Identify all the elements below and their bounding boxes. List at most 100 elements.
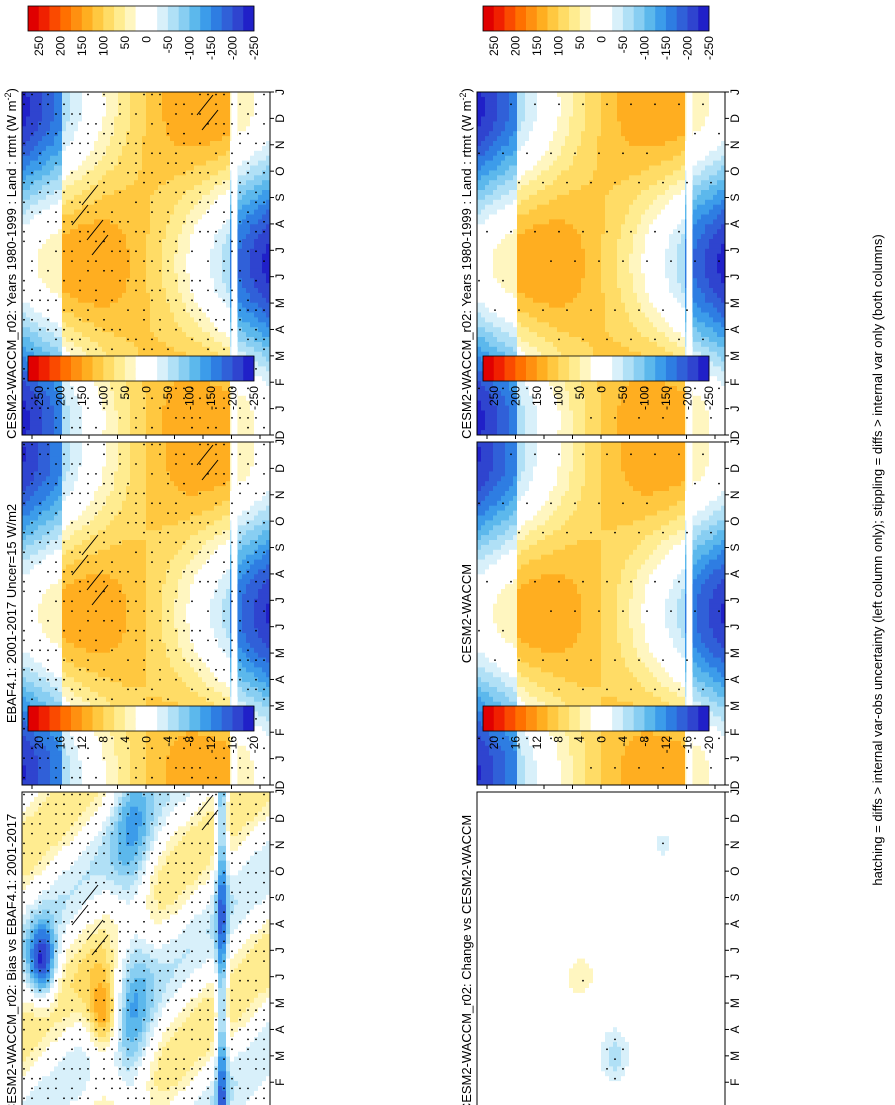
heat-cell: [90, 92, 95, 98]
heat-cell: [146, 219, 151, 225]
heat-cell: [62, 341, 67, 348]
heat-cell: [90, 101, 95, 108]
heat-cell: [250, 400, 255, 406]
heat-cell: [194, 214, 199, 220]
stipple-dot: [55, 426, 57, 429]
heat-cell: [82, 111, 87, 117]
heat-cell: [266, 307, 271, 313]
heat-cell: [26, 682, 31, 688]
heat-cell: [194, 288, 199, 294]
heat-cell: [26, 204, 31, 210]
heat-cell: [170, 400, 175, 406]
stipple-dot: [87, 309, 89, 311]
heat-cell: [174, 263, 179, 269]
heat-cell: [150, 332, 155, 338]
heat-cell: [266, 327, 271, 333]
heat-cell: [22, 204, 27, 210]
heat-cell: [62, 150, 67, 157]
heat-cell: [242, 209, 247, 215]
heat-cell: [138, 145, 143, 152]
heat-cell: [74, 204, 79, 210]
stipple-dot: [71, 338, 73, 341]
heat-cell: [142, 160, 147, 166]
heat-cell: [178, 307, 183, 313]
heat-cell: [194, 273, 199, 279]
heat-cell: [190, 395, 195, 402]
heat-cell: [90, 204, 95, 210]
heat-cell: [126, 263, 131, 269]
heat-cell: [102, 253, 107, 259]
heat-cell: [78, 322, 83, 328]
heat-cell: [170, 415, 175, 421]
heat-cell: [66, 155, 71, 161]
heat-cell: [138, 273, 143, 279]
heat-cell: [246, 263, 251, 269]
heat-cell: [186, 150, 191, 157]
stipple-dot: [263, 338, 265, 341]
heat-cell: [114, 106, 119, 112]
heat-cell: [170, 101, 175, 108]
heat-cell: [190, 253, 195, 259]
heat-cell: [186, 229, 191, 235]
stipple-dot: [239, 309, 241, 311]
heat-cell: [78, 248, 83, 255]
heat-cell: [62, 390, 67, 397]
heat-cell: [266, 273, 271, 279]
heat-cell: [198, 351, 203, 357]
heat-cell: [246, 145, 251, 152]
stipple-dot: [143, 230, 145, 233]
heat-cell: [126, 229, 131, 235]
stipple-dot: [199, 309, 201, 311]
heat-cell: [262, 332, 267, 338]
heat-cell: [214, 111, 219, 117]
heat-cell: [150, 204, 155, 210]
heat-cell: [170, 121, 175, 127]
heat-cell: [258, 239, 263, 245]
heat-cell: [194, 351, 199, 357]
heat-cell: [110, 92, 115, 98]
heat-cell: [70, 268, 75, 274]
heat-cell: [222, 332, 227, 338]
heat-cell: [186, 283, 191, 289]
heat-cell: [94, 248, 99, 255]
heat-cell: [166, 224, 171, 230]
heat-cell: [166, 341, 171, 348]
heat-cell: [98, 253, 103, 259]
heat-cell: [34, 258, 39, 264]
stipple-dot: [151, 93, 153, 96]
heat-cell: [74, 111, 79, 117]
heat-cell: [122, 145, 127, 152]
heat-cell: [134, 155, 139, 161]
heat-cell: [30, 302, 35, 308]
heat-cell: [94, 273, 99, 279]
heat-cell: [206, 116, 211, 122]
heat-cell: [214, 253, 219, 259]
stipple-dot: [247, 211, 249, 214]
heat-cell: [22, 258, 27, 264]
heat-cell: [94, 430, 99, 436]
heat-cell: [30, 381, 35, 387]
heat-cell: [110, 175, 115, 181]
heat-cell: [34, 141, 39, 147]
heat-cell: [178, 253, 183, 259]
heat-cell: [210, 258, 215, 264]
heat-cell: [194, 209, 199, 215]
heat-cell: [50, 121, 55, 127]
heat-cell: [246, 405, 251, 411]
heat-cell: [210, 351, 215, 357]
heat-cell: [38, 92, 43, 98]
heat-cell: [130, 292, 135, 299]
heat-cell: [258, 136, 263, 142]
heat-cell: [62, 430, 67, 436]
heat-cell: [26, 180, 31, 186]
heat-cell: [162, 170, 167, 176]
heat-cell: [58, 410, 63, 416]
heat-cell: [210, 395, 215, 402]
heat-cell: [142, 199, 147, 206]
heat-cell: [170, 194, 175, 201]
heat-cell: [58, 381, 63, 387]
heat-cell: [110, 405, 115, 411]
heat-cell: [70, 239, 75, 245]
heat-cell: [194, 101, 199, 108]
heat-cell: [138, 278, 143, 284]
